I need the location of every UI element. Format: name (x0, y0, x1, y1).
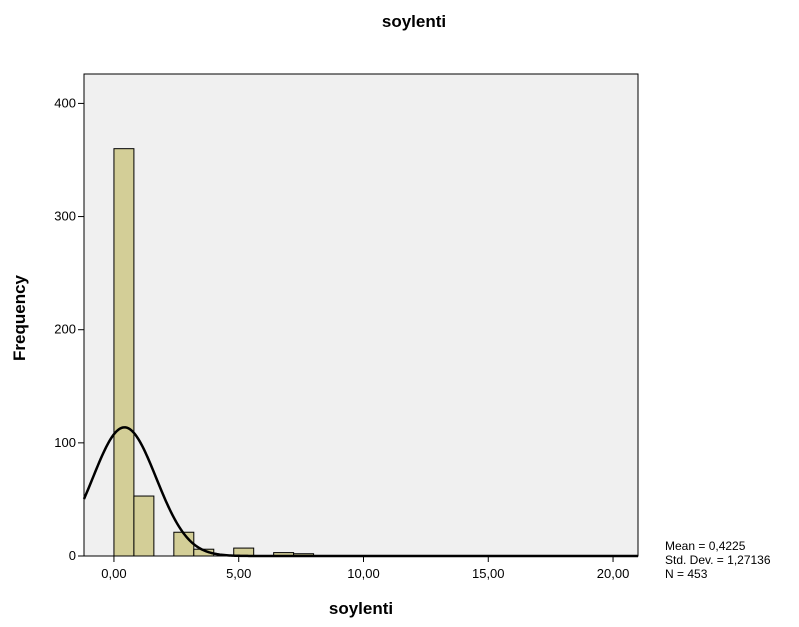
bars-layer (113, 148, 315, 557)
stats-mean: Mean = 0,4225 (665, 539, 746, 553)
histogram-bar-1 (133, 495, 155, 557)
x-axis-label: soylenti (329, 599, 393, 618)
chart-title: soylenti (382, 12, 446, 31)
histogram-bar-0 (113, 148, 135, 557)
stats-box: Mean = 0,4225 Std. Dev. = 1,27136 N = 45… (665, 539, 771, 581)
stats-n: N = 453 (665, 567, 708, 581)
y-axis-label: Frequency (10, 274, 29, 361)
x-tick-label-2: 10,00 (347, 566, 380, 581)
x-tick-label-0: 0,00 (101, 566, 126, 581)
plot-area (83, 73, 639, 557)
stats-std-dev: Std. Dev. = 1,27136 (665, 553, 771, 567)
x-tick-label-1: 5,00 (226, 566, 251, 581)
y-tick-label-3: 300 (54, 209, 76, 224)
x-tick-label-4: 20,00 (597, 566, 630, 581)
y-axis: 0 100 200 300 400 (54, 95, 84, 563)
x-tick-label-3: 15,00 (472, 566, 505, 581)
normal-curve (82, 426, 638, 558)
y-tick-label-4: 400 (54, 95, 76, 110)
y-tick-label-0: 0 (69, 548, 76, 563)
y-tick-label-1: 100 (54, 435, 76, 450)
histogram-bar-3 (173, 531, 195, 557)
y-tick-label-2: 200 (54, 322, 76, 337)
x-axis: 0,00 5,00 10,00 15,00 20,00 (101, 556, 629, 581)
